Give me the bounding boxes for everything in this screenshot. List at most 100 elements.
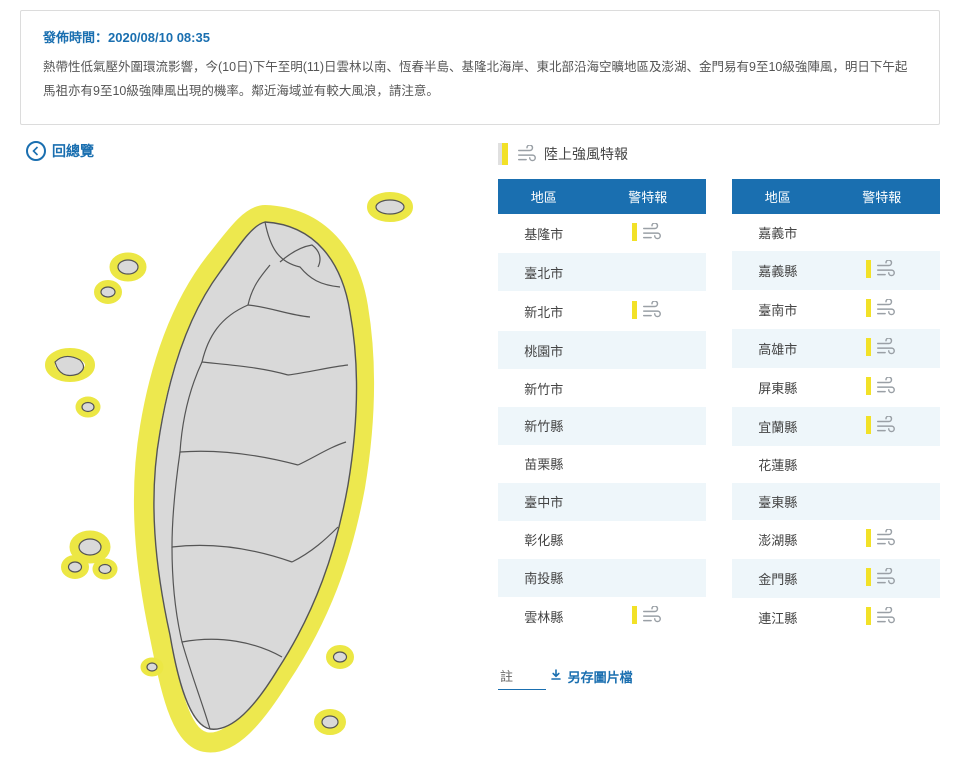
area-cell: 新竹縣 — [498, 407, 590, 445]
warning-cell — [824, 520, 940, 559]
th-area: 地區 — [732, 179, 824, 214]
publish-time-label: 發佈時間： — [43, 30, 108, 45]
table-row[interactable]: 新竹市 — [498, 369, 706, 407]
table-row[interactable]: 臺東縣 — [732, 483, 940, 520]
area-cell: 澎湖縣 — [732, 520, 824, 559]
table-row[interactable]: 澎湖縣 — [732, 520, 940, 559]
table-row[interactable]: 新北市 — [498, 291, 706, 331]
warning-cell — [590, 331, 706, 369]
warn-bar — [866, 377, 871, 395]
warn-bar — [866, 529, 871, 547]
warning-cell — [590, 407, 706, 445]
warn-bar — [866, 568, 871, 586]
download-label: 另存圖片檔 — [568, 667, 633, 686]
taiwan-map — [20, 167, 480, 757]
back-link[interactable]: 回總覽 — [26, 141, 94, 161]
wind-icon — [875, 607, 897, 625]
area-cell: 臺北市 — [498, 253, 590, 291]
warn-bar — [632, 606, 637, 624]
arrow-left-icon — [26, 141, 46, 161]
table-row[interactable]: 高雄市 — [732, 329, 940, 368]
note-label: 註 — [498, 664, 546, 690]
warn-bar — [632, 223, 637, 241]
wind-icon — [875, 377, 897, 395]
wind-icon — [641, 301, 663, 319]
legend-color-bar — [502, 143, 508, 165]
table-row[interactable]: 臺南市 — [732, 290, 940, 329]
table-row[interactable]: 新竹縣 — [498, 407, 706, 445]
wind-icon — [875, 338, 897, 356]
table-row[interactable]: 雲林縣 — [498, 597, 706, 637]
area-cell: 臺東縣 — [732, 483, 824, 520]
wind-icon — [516, 145, 538, 163]
publish-time-value: 2020/08/10 08:35 — [108, 30, 210, 45]
table-row[interactable]: 金門縣 — [732, 559, 940, 598]
warn-bar — [866, 607, 871, 625]
warning-cell — [590, 291, 706, 331]
area-cell: 高雄市 — [732, 329, 824, 368]
table-row[interactable]: 桃園市 — [498, 331, 706, 369]
warning-cell — [824, 483, 940, 520]
notice-panel: 發佈時間：2020/08/10 08:35 熱帶性低氣壓外圍環流影響，今(10日… — [20, 10, 940, 125]
warn-bar — [866, 260, 871, 278]
warning-cell — [824, 368, 940, 407]
area-cell: 連江縣 — [732, 598, 824, 637]
warning-cell — [824, 559, 940, 598]
area-cell: 新北市 — [498, 291, 590, 331]
warning-cell — [824, 446, 940, 483]
table-row[interactable]: 連江縣 — [732, 598, 940, 637]
download-image-link[interactable]: 另存圖片檔 — [550, 667, 633, 686]
warning-table-left: 地區 警特報 基隆市臺北市新北市桃園市新竹市新竹縣苗栗縣臺中市彰化縣南投縣雲林縣 — [498, 179, 706, 637]
th-warning: 警特報 — [824, 179, 940, 214]
table-row[interactable]: 屏東縣 — [732, 368, 940, 407]
wind-icon — [875, 529, 897, 547]
warning-cell — [590, 369, 706, 407]
table-row[interactable]: 彰化縣 — [498, 521, 706, 559]
table-row[interactable]: 臺中市 — [498, 483, 706, 521]
table-row[interactable]: 嘉義市 — [732, 214, 940, 251]
warn-bar — [866, 299, 871, 317]
area-cell: 嘉義市 — [732, 214, 824, 251]
area-cell: 花蓮縣 — [732, 446, 824, 483]
warning-cell — [824, 407, 940, 446]
warning-cell — [824, 329, 940, 368]
warn-bar — [866, 338, 871, 356]
wind-icon — [875, 299, 897, 317]
warning-cell — [824, 598, 940, 637]
back-link-label: 回總覽 — [52, 141, 94, 161]
area-cell: 桃園市 — [498, 331, 590, 369]
area-cell: 新竹市 — [498, 369, 590, 407]
area-cell: 臺南市 — [732, 290, 824, 329]
area-cell: 基隆市 — [498, 214, 590, 254]
download-icon — [550, 669, 562, 684]
warning-cell — [824, 251, 940, 290]
wind-icon — [875, 416, 897, 434]
wind-icon — [875, 260, 897, 278]
table-row[interactable]: 嘉義縣 — [732, 251, 940, 290]
warning-cell — [824, 214, 940, 251]
table-row[interactable]: 南投縣 — [498, 559, 706, 597]
warning-table-right: 地區 警特報 嘉義市嘉義縣臺南市高雄市屏東縣宜蘭縣花蓮縣臺東縣澎湖縣金門縣連江縣 — [732, 179, 940, 637]
wind-icon — [875, 568, 897, 586]
area-cell: 金門縣 — [732, 559, 824, 598]
table-row[interactable]: 宜蘭縣 — [732, 407, 940, 446]
warn-bar — [632, 301, 637, 319]
wind-icon — [641, 223, 663, 241]
legend: 陸上強風特報 — [498, 143, 940, 165]
warning-cell — [590, 559, 706, 597]
wind-icon — [641, 606, 663, 624]
table-row[interactable]: 苗栗縣 — [498, 445, 706, 483]
warning-cell — [590, 445, 706, 483]
table-row[interactable]: 花蓮縣 — [732, 446, 940, 483]
area-cell: 宜蘭縣 — [732, 407, 824, 446]
warning-cell — [590, 597, 706, 637]
table-row[interactable]: 基隆市 — [498, 214, 706, 254]
warning-cell — [590, 483, 706, 521]
warning-cell — [824, 290, 940, 329]
table-row[interactable]: 臺北市 — [498, 253, 706, 291]
warn-bar — [866, 416, 871, 434]
notice-body: 熱帶性低氣壓外圍環流影響，今(10日)下午至明(11)日雲林以南、恆春半島、基隆… — [43, 56, 917, 104]
legend-title: 陸上強風特報 — [544, 144, 628, 164]
area-cell: 嘉義縣 — [732, 251, 824, 290]
publish-time: 發佈時間：2020/08/10 08:35 — [43, 27, 917, 46]
